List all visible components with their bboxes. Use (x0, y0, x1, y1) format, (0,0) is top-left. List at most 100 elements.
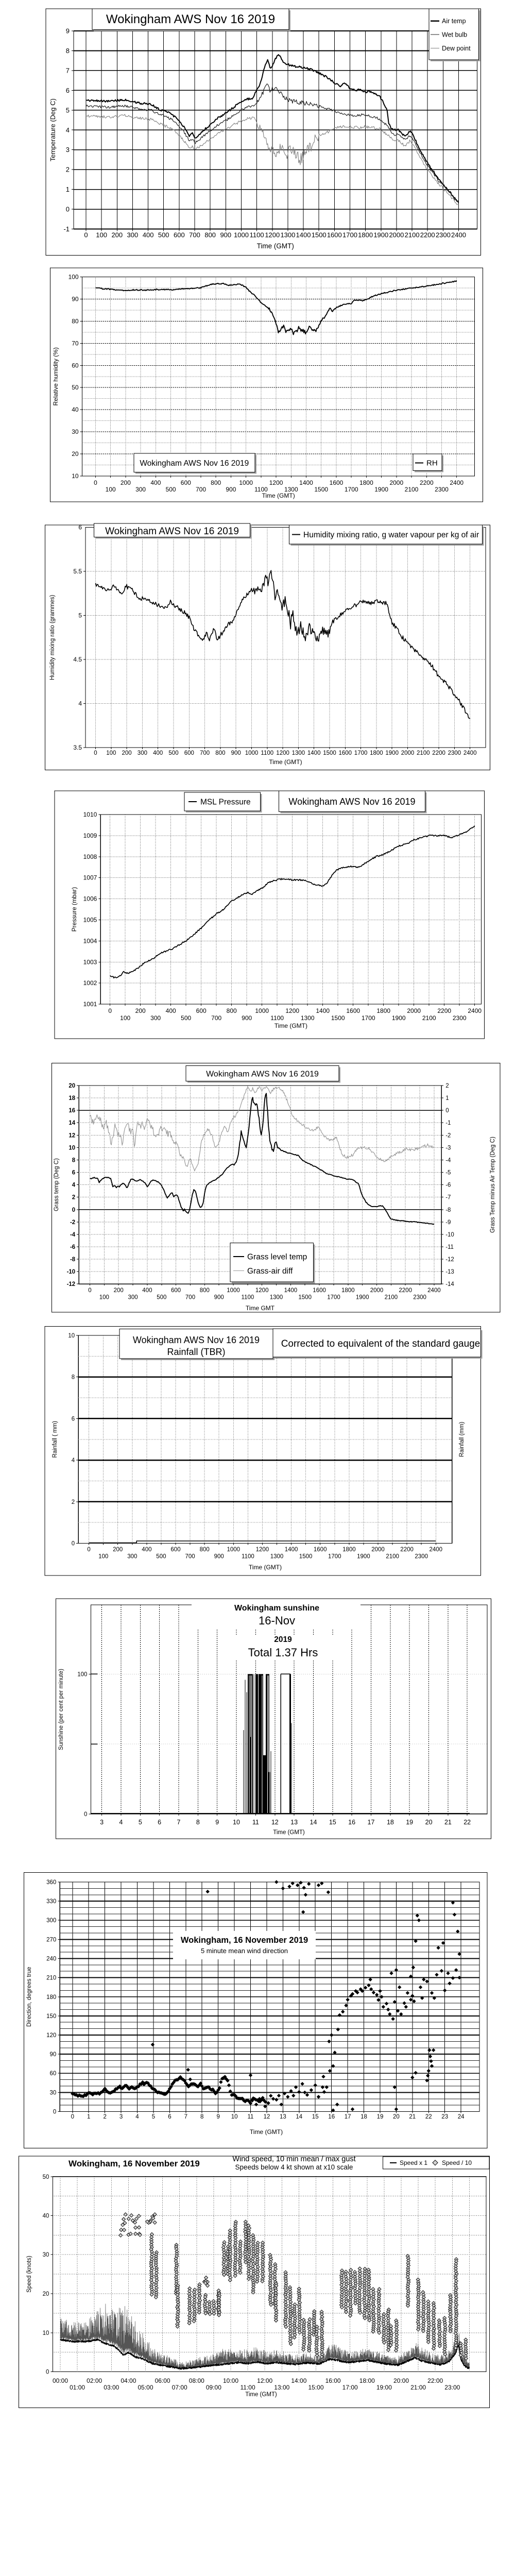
svg-text:Direction, degrees true: Direction, degrees true (26, 1967, 32, 2027)
svg-text:800: 800 (200, 1287, 210, 1294)
svg-text:500: 500 (181, 1014, 191, 1022)
svg-text:700: 700 (185, 1554, 195, 1560)
svg-text:2300: 2300 (415, 1554, 428, 1560)
svg-text:-4: -4 (70, 1232, 76, 1238)
svg-text:3: 3 (100, 1819, 104, 1826)
svg-text:500: 500 (157, 1295, 166, 1301)
svg-text:16: 16 (348, 1819, 355, 1826)
svg-text:7: 7 (66, 66, 70, 74)
svg-text:800: 800 (200, 1547, 210, 1553)
svg-text:300: 300 (135, 486, 146, 493)
svg-text:210: 210 (46, 1975, 56, 1981)
svg-text:1500: 1500 (298, 1295, 312, 1301)
svg-text:8: 8 (196, 1819, 200, 1826)
svg-text:800: 800 (227, 1007, 237, 1014)
svg-text:300: 300 (46, 1918, 56, 1924)
svg-text:4: 4 (78, 700, 82, 707)
svg-text:Relative humidity (%): Relative humidity (%) (52, 347, 59, 405)
svg-text:Humidity mixing ratio (grammes: Humidity mixing ratio (grammes) (49, 595, 56, 680)
svg-text:20:00: 20:00 (393, 2377, 409, 2384)
svg-text:1300: 1300 (270, 1554, 284, 1560)
svg-text:100: 100 (96, 231, 107, 239)
svg-text:2400: 2400 (468, 1007, 482, 1014)
svg-text:1500: 1500 (314, 486, 328, 493)
svg-text:300: 300 (138, 750, 147, 756)
svg-text:100: 100 (99, 1295, 109, 1301)
svg-text:1000: 1000 (239, 479, 253, 486)
svg-text:50: 50 (72, 384, 79, 391)
svg-text:Humidity mixing ratio, g water: Humidity mixing ratio, g water vapour pe… (303, 531, 479, 539)
svg-text:Wokingham AWS Nov 16 2019: Wokingham AWS Nov 16 2019 (140, 459, 249, 468)
svg-text:-2: -2 (70, 1219, 75, 1226)
svg-text:Time (GMT): Time (GMT) (273, 1829, 305, 1836)
svg-text:Wokingham AWS Nov 16 2019: Wokingham AWS Nov 16 2019 (133, 1335, 260, 1345)
svg-text:3.5: 3.5 (73, 744, 82, 751)
svg-text:1009: 1009 (83, 832, 97, 839)
svg-text:Rainfall ( mm): Rainfall ( mm) (52, 1421, 58, 1458)
svg-text:3: 3 (119, 2114, 123, 2120)
svg-text:1200: 1200 (276, 750, 289, 756)
svg-text:150: 150 (46, 2013, 56, 2020)
svg-text:Time GMT: Time GMT (246, 1304, 275, 1312)
svg-text:2300: 2300 (435, 486, 449, 493)
svg-text:200: 200 (135, 1007, 146, 1014)
svg-text:1500: 1500 (331, 1014, 345, 1022)
svg-text:40: 40 (43, 2213, 49, 2219)
svg-text:400: 400 (143, 231, 154, 239)
svg-text:Air temp: Air temp (442, 18, 466, 25)
svg-text:1400: 1400 (307, 750, 321, 756)
svg-text:60: 60 (50, 2071, 57, 2077)
svg-text:1000: 1000 (227, 1287, 240, 1294)
svg-text:Time (GMT): Time (GMT) (250, 2128, 283, 2136)
svg-text:0: 0 (66, 206, 70, 213)
svg-text:10: 10 (233, 1819, 240, 1826)
svg-text:200: 200 (122, 750, 132, 756)
svg-text:16-Nov: 16-Nov (259, 1614, 295, 1627)
svg-text:1000: 1000 (255, 1007, 269, 1014)
svg-text:-7: -7 (445, 1195, 451, 1201)
svg-text:2000: 2000 (401, 750, 415, 756)
svg-text:-1: -1 (63, 225, 70, 233)
svg-text:5.5: 5.5 (73, 568, 82, 575)
svg-text:2000: 2000 (389, 231, 404, 239)
svg-text:1900: 1900 (356, 1295, 369, 1301)
svg-text:1700: 1700 (342, 231, 357, 239)
svg-text:2100: 2100 (405, 231, 420, 239)
svg-text:Dew point: Dew point (442, 45, 471, 52)
svg-text:Time (GMT): Time (GMT) (262, 492, 295, 499)
svg-text:1400: 1400 (284, 1287, 298, 1294)
svg-text:Rainfall (TBR): Rainfall (TBR) (167, 1347, 225, 1357)
svg-text:900: 900 (214, 1554, 224, 1560)
svg-text:70: 70 (72, 340, 79, 347)
svg-text:Time (GMT): Time (GMT) (257, 242, 294, 250)
svg-text:1: 1 (66, 185, 70, 193)
svg-text:700: 700 (189, 231, 200, 239)
svg-text:19:00: 19:00 (376, 2384, 392, 2391)
svg-text:2019: 2019 (274, 1635, 292, 1644)
svg-text:1000: 1000 (245, 750, 259, 756)
svg-text:-2: -2 (445, 1132, 451, 1139)
svg-text:600: 600 (184, 750, 194, 756)
svg-text:400: 400 (142, 1547, 151, 1553)
svg-text:900: 900 (226, 486, 236, 493)
svg-text:1300: 1300 (292, 750, 305, 756)
svg-text:1400: 1400 (316, 1007, 330, 1014)
svg-text:6: 6 (158, 1819, 161, 1826)
svg-text:1700: 1700 (327, 1295, 340, 1301)
svg-text:600: 600 (174, 231, 185, 239)
svg-text:1900: 1900 (357, 1554, 370, 1560)
svg-text:5 minute mean wind direction: 5 minute mean wind direction (201, 1947, 288, 1955)
svg-text:2000: 2000 (407, 1007, 421, 1014)
svg-text:300: 300 (150, 1014, 161, 1022)
svg-text:4.5: 4.5 (73, 656, 82, 663)
svg-text:-9: -9 (445, 1219, 451, 1226)
svg-text:05:00: 05:00 (138, 2384, 153, 2391)
svg-text:23:00: 23:00 (444, 2384, 460, 2391)
svg-text:21: 21 (444, 1819, 452, 1826)
svg-text:1900: 1900 (373, 231, 388, 239)
svg-text:09:00: 09:00 (206, 2384, 221, 2391)
svg-text:2400: 2400 (430, 1547, 443, 1553)
svg-text:8: 8 (66, 47, 70, 55)
svg-text:2200: 2200 (432, 750, 445, 756)
svg-text:10: 10 (43, 2330, 49, 2336)
